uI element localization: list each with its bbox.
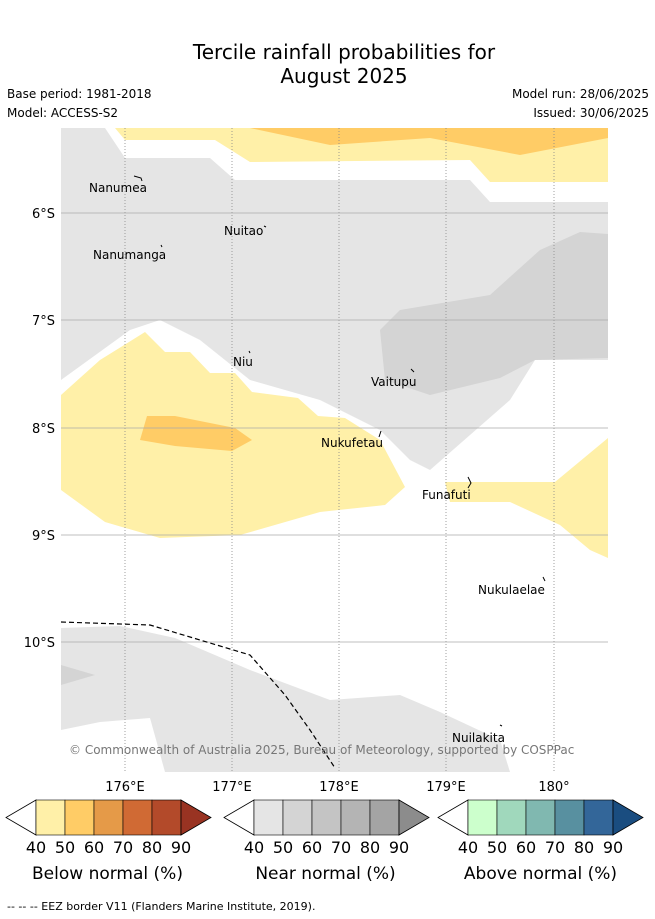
- colorbar-tick-label: 50: [55, 838, 75, 857]
- near-normal-50-region: [380, 232, 608, 395]
- colorbar-segment: [369, 799, 400, 836]
- place-label: Nuitao: [224, 224, 263, 238]
- colorbar-segment: [253, 799, 284, 836]
- place-label: Funafuti: [422, 488, 471, 502]
- colorbar-tick-label: 70: [545, 838, 565, 857]
- title-line-2: August 2025: [280, 64, 408, 88]
- colorbar-tick-label: 70: [113, 838, 133, 857]
- lon-label: 177°E: [212, 780, 252, 795]
- map-title: Tercile rainfall probabilities for Augus…: [0, 40, 655, 88]
- near-normal-colorbar: 40 50 60 70 80 90: [223, 799, 430, 857]
- colorbar-tick-label: 80: [142, 838, 162, 857]
- above-normal-legend-label: Above normal (%): [463, 864, 618, 884]
- base-period: Base period: 1981-2018: [7, 87, 152, 101]
- lat-label: 10°S: [24, 636, 55, 651]
- below-normal-right-region: [445, 438, 608, 558]
- near-normal-bottom-region: [61, 626, 510, 772]
- lon-label: 178°E: [319, 780, 359, 795]
- eez-note: -- -- -- EEZ border V11 (Flanders Marine…: [7, 900, 316, 913]
- above-normal-colorbar: 40 50 60 70 80 90: [437, 799, 644, 857]
- below-normal-50-top-region: [250, 128, 608, 155]
- colorbar-tick-label: 70: [331, 838, 351, 857]
- colorbar-min-extend: [437, 799, 469, 836]
- title-line-1: Tercile rainfall probabilities for: [192, 40, 496, 64]
- colorbar-segment: [35, 799, 66, 836]
- colorbar-segment: [554, 799, 585, 836]
- colorbar-tick-label: 80: [574, 838, 594, 857]
- copyright-notice: © Commonwealth of Australia 2025, Bureau…: [69, 743, 574, 757]
- colorbar-tick-label: 60: [302, 838, 322, 857]
- near-normal-bottom-edge: [61, 665, 95, 685]
- colorbar-segment: [93, 799, 124, 836]
- issued-date: Issued: 30/06/2025: [533, 106, 649, 120]
- colorbar-min-extend: [5, 799, 37, 836]
- colorbar-max-extend: [180, 799, 212, 836]
- model-run: Model run: 28/06/2025: [511, 87, 649, 101]
- colorbar-tick-label: 60: [516, 838, 536, 857]
- colorbar-segment: [583, 799, 614, 836]
- colorbar-tick-label: 50: [273, 838, 293, 857]
- colorbar-tick-label: 90: [389, 838, 409, 857]
- legend-group: 40 50 60 70 80 90 40 50 60 70 80 90 40 50 60 70 80 90: [5, 799, 644, 857]
- colorbar-tick-label: 50: [487, 838, 507, 857]
- below-normal-colorbar: 40 50 60 70 80 90: [5, 799, 212, 857]
- colorbar-segment: [282, 799, 313, 836]
- lon-label: 180°: [538, 780, 569, 795]
- below-normal-legend-label: Below normal (%): [32, 864, 183, 884]
- place-label: Niu: [233, 355, 253, 369]
- place-label: Vaitupu: [371, 375, 417, 389]
- place-label: Nanumea: [89, 181, 147, 195]
- colorbar-segment: [496, 799, 527, 836]
- graticule: [124, 128, 555, 772]
- island-marks: [133, 175, 546, 727]
- place-label: Nuilakita: [452, 731, 505, 745]
- model-name: Model: ACCESS-S2: [7, 106, 119, 120]
- colorbar-segment: [340, 799, 371, 836]
- near-normal-legend-label: Near normal (%): [255, 864, 396, 884]
- lat-label: 7°S: [32, 314, 55, 329]
- below-normal-50-mid-region: [140, 416, 252, 451]
- colorbar-segment: [311, 799, 342, 836]
- colorbar-segment: [122, 799, 153, 836]
- colorbar-max-extend: [612, 799, 644, 836]
- colorbar-tick-label: 90: [171, 838, 191, 857]
- colorbar-segment: [467, 799, 498, 836]
- lon-label: 179°E: [426, 780, 466, 795]
- colorbar-min-extend: [223, 799, 255, 836]
- colorbar-segment: [64, 799, 95, 836]
- colorbar-tick-label: 40: [244, 838, 264, 857]
- eez-border: [61, 621, 336, 769]
- colorbar-tick-label: 90: [603, 838, 623, 857]
- colorbar-max-extend: [398, 799, 430, 836]
- lat-label: 8°S: [32, 422, 55, 437]
- place-label: Nukulaelae: [478, 583, 545, 597]
- lat-lines: [61, 212, 608, 643]
- colorbar-tick-label: 40: [26, 838, 46, 857]
- lat-label: 6°S: [32, 207, 55, 222]
- colorbar-tick-label: 80: [360, 838, 380, 857]
- colorbar-tick-label: 40: [458, 838, 478, 857]
- lon-label: 176°E: [105, 780, 145, 795]
- place-label: Nanumanga: [93, 248, 166, 262]
- colorbar-segment: [151, 799, 182, 836]
- lat-label: 9°S: [32, 529, 55, 544]
- place-label: Nukufetau: [321, 436, 383, 450]
- colorbar-tick-label: 60: [84, 838, 104, 857]
- colorbar-segment: [525, 799, 556, 836]
